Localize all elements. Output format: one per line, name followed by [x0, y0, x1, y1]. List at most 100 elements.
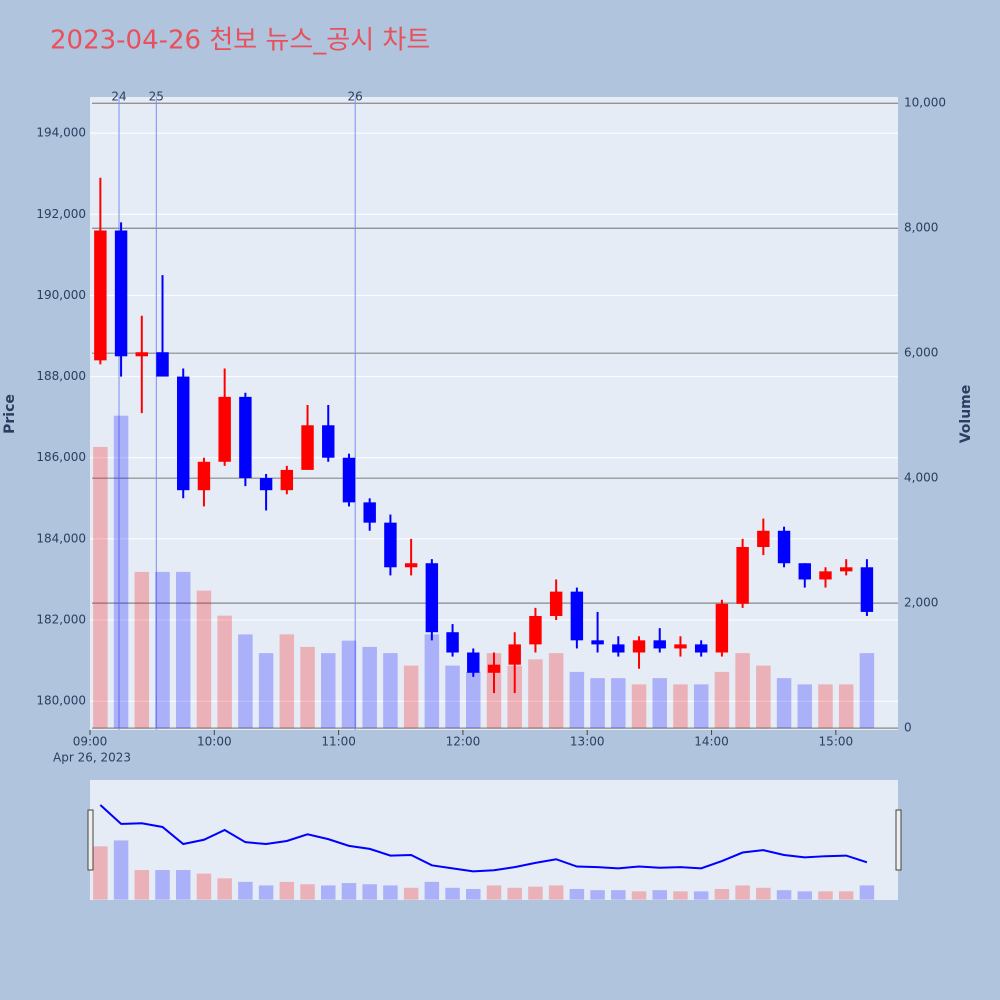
volume-bar: [859, 653, 875, 729]
y-tick-label: 184,000: [36, 531, 86, 545]
mini-volume-bar: [714, 888, 730, 900]
candle-body: [694, 644, 708, 653]
mini-volume-bar: [548, 885, 564, 900]
y2-tick-label: 2,000: [904, 596, 938, 610]
candle-body: [177, 376, 190, 491]
volume-bar: [279, 634, 295, 729]
slider-handle[interactable]: [895, 809, 902, 871]
volume-bar: [631, 684, 647, 729]
y2-tick-label: 6,000: [904, 346, 938, 360]
mini-volume-bar: [93, 846, 108, 900]
volume-bar: [403, 665, 419, 729]
mini-volume-bar: [217, 878, 232, 900]
candle-body: [839, 567, 853, 572]
y-tick-label: 188,000: [36, 369, 86, 383]
volume-bar: [590, 678, 605, 729]
candle-body: [549, 591, 563, 616]
candle-body: [736, 546, 749, 604]
mini-volume-bar: [797, 891, 813, 900]
x-tick-label: 09:00: [73, 735, 108, 749]
volume-bar: [569, 671, 585, 729]
candle-body: [322, 425, 335, 458]
mini-volume-bar: [383, 885, 398, 900]
volume-bar: [424, 634, 440, 729]
volume-bar: [714, 671, 730, 729]
volume-bar: [362, 646, 377, 729]
candle-body: [653, 640, 666, 649]
x-tick-label: 12:00: [446, 735, 481, 749]
mini-volume-bar: [693, 891, 709, 900]
mini-volume-bar: [838, 891, 854, 900]
mini-volume-bar: [590, 890, 605, 900]
news-label: 24: [111, 90, 126, 104]
candle-body: [529, 615, 542, 645]
mini-volume-bar: [196, 873, 212, 900]
y2-axis-title: Volume: [958, 385, 974, 444]
news-label: 26: [348, 90, 363, 104]
news-label: 25: [149, 90, 164, 104]
y2-tick-label: 8,000: [904, 221, 938, 235]
candle-body: [570, 591, 584, 641]
mini-volume-bar: [859, 885, 875, 900]
candle-body: [819, 571, 832, 580]
mini-volume-bar: [631, 891, 647, 900]
mini-price-line: [99, 804, 868, 873]
volume-bar: [341, 640, 357, 729]
volume-bar: [797, 684, 813, 729]
mini-volume-bar: [569, 888, 585, 900]
y2-tick-label: 0: [904, 721, 912, 735]
mini-volume-bar: [673, 891, 688, 900]
mini-volume-bar: [466, 888, 481, 900]
y-axis-title: Price: [2, 394, 18, 434]
mini-volume-bar: [445, 887, 460, 900]
x-tick-label: 10:00: [197, 735, 232, 749]
candle-body: [259, 478, 273, 491]
volume-bar: [652, 678, 667, 729]
candle-body: [798, 563, 811, 580]
candle-body: [363, 502, 376, 523]
range-slider[interactable]: [90, 780, 898, 900]
candle-body: [342, 457, 356, 503]
x-tick-label: 13:00: [570, 735, 605, 749]
x-tick-label: 14:00: [694, 735, 729, 749]
mini-volume-bar: [528, 886, 543, 900]
volume-bar: [548, 653, 564, 729]
mini-volume-bar: [238, 881, 253, 900]
mini-volume-bar: [776, 890, 792, 900]
volume-bar: [528, 659, 543, 729]
mini-volume-bar: [321, 885, 336, 900]
candle-body: [404, 563, 418, 568]
mini-volume-bar: [258, 885, 274, 900]
mini-volume-bar: [486, 885, 502, 900]
mini-volume-bar: [818, 891, 833, 900]
y-tick-label: 182,000: [36, 613, 86, 627]
volume-bar: [113, 415, 129, 729]
volume-bar: [196, 590, 212, 729]
volume-bar: [300, 646, 315, 729]
candle-body: [777, 530, 791, 564]
volume-bar: [445, 665, 460, 729]
mini-volume-bar: [155, 870, 170, 900]
candle-body: [591, 640, 604, 645]
mini-volume-bar: [113, 840, 129, 900]
candle-body: [757, 530, 770, 547]
candle-body: [156, 352, 169, 377]
slider-handle[interactable]: [87, 809, 94, 871]
volume-bar: [383, 653, 398, 729]
volume-bar: [673, 684, 688, 729]
candle-body: [425, 563, 439, 633]
y2-tick-label: 10,000: [904, 96, 946, 110]
volume-bar: [776, 678, 792, 729]
x-sublabel: Apr 26, 2023: [53, 751, 131, 765]
mini-volume-bar: [362, 884, 377, 900]
candle-body: [467, 652, 480, 673]
volume-bar: [693, 684, 709, 729]
volume-bar: [756, 665, 771, 729]
candle-body: [674, 644, 687, 649]
mini-volume-bar: [611, 890, 626, 900]
volume-bar: [838, 684, 854, 729]
candle-body: [612, 644, 625, 653]
volume-bar: [818, 684, 833, 729]
volume-bar: [507, 665, 522, 729]
volume-bar: [93, 446, 108, 729]
